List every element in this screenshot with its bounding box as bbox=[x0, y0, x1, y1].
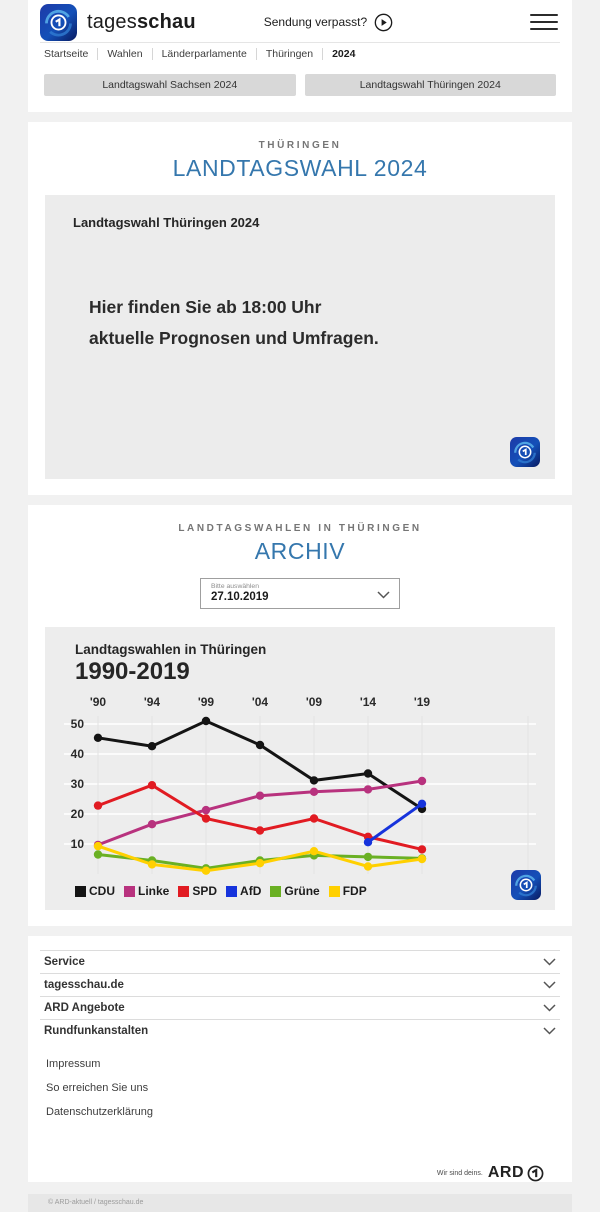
menu-hamburger-icon[interactable] bbox=[530, 13, 558, 31]
election-title: LANDTAGSWAHL 2024 bbox=[172, 155, 428, 181]
chart-title: Landtagswahlen in Thüringen bbox=[75, 642, 267, 657]
breadcrumb-laenderparlamente[interactable]: Länderparlamente bbox=[153, 48, 257, 60]
logo-row: tagesschau Sendung verpasst? bbox=[28, 0, 572, 42]
archive-chart-svg: 10 20 30 40 50 '90 '94 '99 '04 '09 '14 '19 bbox=[64, 695, 536, 875]
svg-text:'90: '90 bbox=[90, 695, 107, 709]
accordion-rundfunkanstalten[interactable]: Rundfunkanstalten bbox=[40, 1019, 560, 1042]
legend-item: Grüne bbox=[270, 884, 320, 898]
copyright-bar: © ARD-aktuell / tagesschau.de bbox=[28, 1194, 572, 1212]
svg-text:'94: '94 bbox=[144, 695, 161, 709]
datenschutz-link[interactable]: Datenschutzerklärung bbox=[46, 1106, 154, 1118]
legend-item: FDP bbox=[328, 884, 367, 898]
tagesschau-logo-icon bbox=[511, 870, 541, 900]
sendung-verpasst-label: Sendung verpasst? bbox=[263, 15, 368, 29]
landtagswahl-thueringen-button[interactable]: Landtagswahl Thüringen 2024 bbox=[304, 74, 556, 96]
breadcrumb-2024[interactable]: 2024 bbox=[332, 48, 356, 60]
breadcrumb: Startseite Wahlen Länderparlamente Thüri… bbox=[40, 42, 560, 66]
legend-label: Linke bbox=[138, 884, 170, 898]
election-kicker: THÜRINGEN bbox=[258, 140, 342, 151]
archive-date-select[interactable]: Bitte auswählen 27.10.2019 bbox=[200, 578, 400, 609]
info-card-title: Landtagswahl Thüringen 2024 bbox=[73, 215, 260, 230]
legend-swatch bbox=[75, 885, 86, 897]
svg-text:'19: '19 bbox=[414, 695, 431, 709]
sendung-verpasst-link[interactable]: Sendung verpasst? bbox=[264, 13, 393, 32]
select-value: 27.10.2019 bbox=[211, 591, 269, 603]
play-icon[interactable] bbox=[374, 13, 393, 32]
chevron-down-icon bbox=[543, 981, 556, 989]
svg-text:'04: '04 bbox=[252, 695, 269, 709]
footer: Service tagesschau.de ARD Angebote Rundf… bbox=[28, 936, 572, 1182]
info-card-message: Hier finden Sie ab 18:00 Uhr aktuelle Pr… bbox=[89, 297, 379, 348]
chevron-down-icon bbox=[543, 1027, 556, 1035]
chart-subtitle: 1990-2019 bbox=[75, 658, 190, 685]
svg-text:'99: '99 bbox=[198, 695, 215, 709]
archive-kicker: LANDTAGSWAHLEN IN THÜRINGEN bbox=[178, 523, 422, 534]
legend-item: SPD bbox=[178, 884, 217, 898]
footer-links: Impressum So erreichen Sie uns Datenschu… bbox=[40, 1042, 560, 1124]
svg-text:20: 20 bbox=[71, 807, 85, 821]
brand-wordmark[interactable]: tagesschau bbox=[87, 10, 196, 33]
archive-chart-card: Landtagswahlen in Thüringen 1990-2019 10… bbox=[45, 627, 555, 910]
archive-title: ARCHIV bbox=[254, 538, 346, 564]
legend-swatch bbox=[328, 885, 340, 897]
legend-swatch bbox=[178, 885, 190, 897]
election-2024-section: THÜRINGEN LANDTAGSWAHL 2024 Landtagswahl… bbox=[28, 122, 572, 495]
legend-label: Grüne bbox=[284, 884, 320, 898]
chevron-down-icon[interactable] bbox=[377, 591, 390, 599]
svg-text:50: 50 bbox=[71, 717, 85, 731]
archive-section: LANDTAGSWAHLEN IN THÜRINGEN ARCHIV Bitte… bbox=[28, 505, 572, 926]
legend-item: CDU bbox=[75, 884, 115, 898]
svg-text:10: 10 bbox=[71, 837, 85, 851]
ard-slogan: Wir sind deins. bbox=[436, 1169, 483, 1177]
legend-swatch bbox=[226, 885, 238, 897]
accordion-service[interactable]: Service bbox=[40, 950, 560, 973]
legend-item: Linke bbox=[124, 884, 169, 898]
breadcrumb-thueringen[interactable]: Thüringen bbox=[257, 48, 324, 60]
ard-wordmark: ARD bbox=[487, 1164, 524, 1181]
chevron-down-icon bbox=[543, 1004, 556, 1012]
tagesschau-logo-icon bbox=[510, 437, 540, 467]
select-label: Bitte auswählen bbox=[211, 583, 259, 590]
header: tagesschau Sendung verpasst? Startseite … bbox=[28, 0, 572, 112]
chevron-down-icon bbox=[543, 958, 556, 966]
ard-brand: Wir sind deins. ARD bbox=[40, 1164, 544, 1182]
legend-label: SPD bbox=[192, 884, 218, 898]
accordion-ard-angebote[interactable]: ARD Angebote bbox=[40, 996, 560, 1019]
legend-swatch bbox=[270, 885, 282, 897]
copyright-text: © ARD-aktuell / tagesschau.de bbox=[48, 1199, 144, 1206]
svg-text:'14: '14 bbox=[360, 695, 377, 709]
legend-item: AfD bbox=[226, 884, 261, 898]
accordion-tagesschau-de[interactable]: tagesschau.de bbox=[40, 973, 560, 996]
quick-links-row: Landtagswahl Sachsen 2024 Landtagswahl T… bbox=[28, 66, 572, 112]
legend-swatch bbox=[124, 885, 135, 897]
legend-label: CDU bbox=[89, 884, 115, 898]
ard-1-icon bbox=[527, 1165, 544, 1181]
legend-label: FDP bbox=[342, 884, 367, 898]
kontakt-link[interactable]: So erreichen Sie uns bbox=[46, 1082, 149, 1094]
breadcrumb-wahlen[interactable]: Wahlen bbox=[98, 48, 153, 60]
svg-text:40: 40 bbox=[71, 747, 85, 761]
tagesschau-logo-icon[interactable] bbox=[40, 3, 77, 41]
election-info-card: Landtagswahl Thüringen 2024 Hier finden … bbox=[45, 195, 555, 479]
breadcrumb-startseite[interactable]: Startseite bbox=[42, 48, 99, 60]
chart-legend: CDU Linke SPD AfD Grüne FDP bbox=[75, 884, 555, 898]
legend-label: AfD bbox=[240, 884, 262, 898]
impressum-link[interactable]: Impressum bbox=[46, 1058, 101, 1070]
svg-text:'09: '09 bbox=[306, 695, 323, 709]
page-content: tagesschau Sendung verpasst? Startseite … bbox=[28, 0, 572, 1212]
landtagswahl-sachsen-button[interactable]: Landtagswahl Sachsen 2024 bbox=[44, 74, 296, 96]
svg-text:30: 30 bbox=[71, 777, 85, 791]
